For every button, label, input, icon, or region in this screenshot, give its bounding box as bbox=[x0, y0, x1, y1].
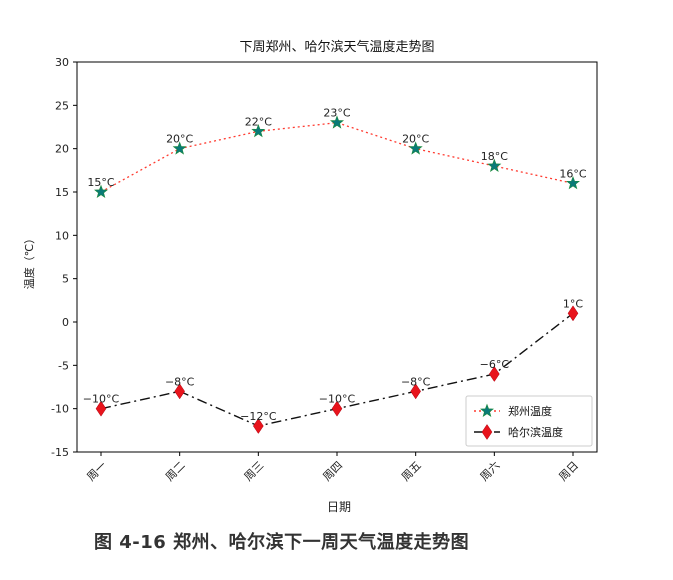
y-tick-label: 25 bbox=[55, 99, 69, 112]
data-label: 23°C bbox=[323, 107, 350, 120]
line-chart: 15°C 20°C 22°C 23°C 20°C 18°C 16°C −10°C −8°C −12… bbox=[22, 39, 598, 514]
figure-caption: 图 4-16 郑州、哈尔滨下一周天气温度走势图 bbox=[94, 532, 470, 553]
data-point bbox=[95, 400, 107, 417]
x-tick-label: 周五 bbox=[399, 459, 424, 484]
data-label: −8°C bbox=[401, 375, 431, 388]
data-label: −10°C bbox=[319, 393, 356, 406]
data-label: 18°C bbox=[481, 150, 508, 163]
data-label: 15°C bbox=[87, 176, 114, 189]
y-tick-label: -10 bbox=[51, 403, 69, 416]
data-point bbox=[487, 158, 502, 172]
data-label: −8°C bbox=[165, 375, 195, 388]
legend-marker bbox=[480, 403, 494, 417]
data-point bbox=[567, 305, 579, 322]
legend-label: 哈尔滨温度 bbox=[508, 425, 563, 439]
x-tick-label: 周三 bbox=[242, 459, 267, 484]
data-label: −12°C bbox=[240, 410, 277, 423]
legend-label: 郑州温度 bbox=[508, 404, 552, 418]
y-tick-label: -15 bbox=[51, 446, 69, 459]
data-point bbox=[330, 115, 344, 129]
data-label: 22°C bbox=[245, 115, 272, 128]
data-label: 1°C bbox=[563, 297, 583, 310]
data-label: 20°C bbox=[402, 133, 429, 146]
legend-marker bbox=[481, 424, 493, 440]
y-axis-label: 温度（℃） bbox=[22, 233, 36, 289]
data-point bbox=[251, 123, 266, 138]
data-point bbox=[566, 175, 580, 190]
data-point bbox=[331, 400, 343, 417]
y-tick-label: 0 bbox=[62, 316, 69, 329]
data-point bbox=[253, 418, 264, 434]
x-tick-label: 周二 bbox=[163, 459, 188, 484]
data-label: −10°C bbox=[83, 393, 120, 406]
data-point bbox=[172, 141, 187, 155]
legend-box bbox=[465, 395, 593, 447]
data-point bbox=[174, 383, 185, 400]
x-tick-label: 周六 bbox=[478, 459, 503, 484]
y-tick-label: 15 bbox=[55, 186, 69, 199]
x-tick-label: 周一 bbox=[84, 459, 109, 484]
data-point bbox=[408, 141, 423, 155]
y-tick-label: -5 bbox=[58, 359, 69, 372]
y-tick-label: 20 bbox=[55, 143, 69, 156]
x-tick-label: 周四 bbox=[320, 459, 345, 484]
y-tick-label: 30 bbox=[55, 56, 69, 69]
data-point bbox=[94, 184, 108, 198]
data-label: −6°C bbox=[480, 358, 510, 371]
data-point bbox=[410, 383, 421, 400]
data-label: 20°C bbox=[166, 133, 193, 146]
chart-title: 下周郑州、哈尔滨天气温度走势图 bbox=[239, 39, 434, 55]
x-axis-label: 日期 bbox=[327, 500, 351, 514]
y-tick-label: 10 bbox=[55, 229, 69, 242]
y-tick-label: 5 bbox=[62, 273, 69, 286]
x-tick-label: 周日 bbox=[556, 459, 581, 484]
data-label: 16°C bbox=[559, 167, 586, 180]
data-point bbox=[489, 366, 500, 382]
